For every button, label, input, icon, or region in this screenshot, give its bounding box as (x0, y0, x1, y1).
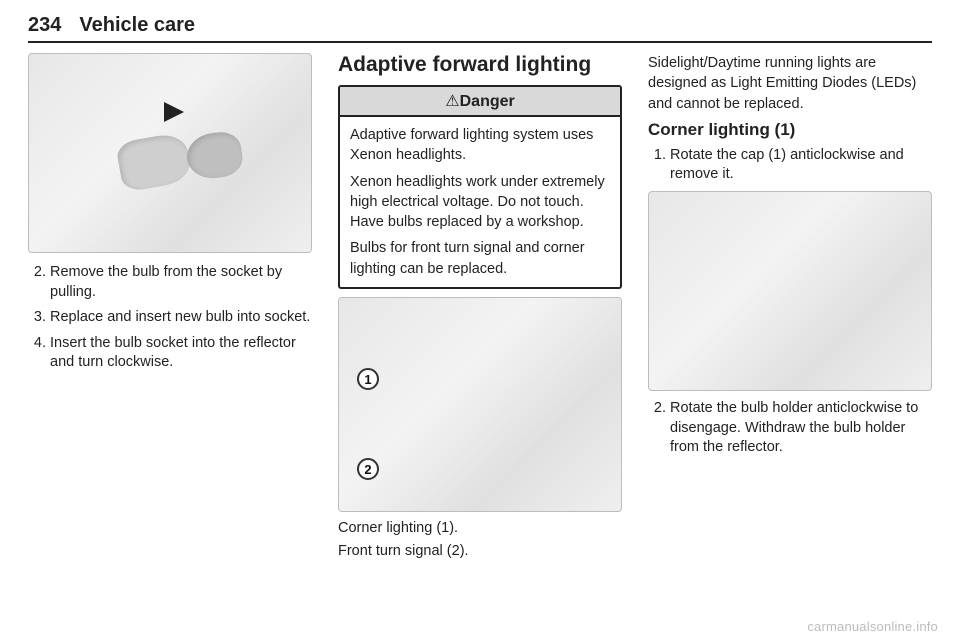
figure-headlight-caps: 1 2 (338, 297, 622, 512)
page: 234 Vehicle care Remove the bulb from th… (0, 0, 960, 642)
column-right: Sidelight/Daytime running lights are des… (648, 53, 932, 564)
warning-para: Bulbs for front turn signal and corner l… (350, 238, 610, 279)
caption-line: Front turn signal (2). (338, 541, 622, 562)
step-item: Remove the bulb from the socket by pulli… (50, 263, 312, 302)
warning-para: Xenon headlights work under extremely hi… (350, 172, 610, 233)
callout-2: 2 (357, 458, 379, 480)
warning-body: Adaptive forward lighting system uses Xe… (340, 117, 620, 287)
figure-caption: Corner lighting (1). Front turn signal (… (338, 518, 622, 562)
column-left: Remove the bulb from the socket by pulli… (28, 53, 312, 564)
arrow-icon (164, 102, 184, 122)
steps-list-corner-a: Rotate the cap (1) anticlockwise and rem… (648, 146, 932, 185)
callout-1: 1 (357, 368, 379, 390)
column-middle: Adaptive forward lighting Danger Adaptiv… (338, 53, 622, 564)
heading-adaptive-forward-lighting: Adaptive forward lighting (338, 53, 622, 77)
step-item: Insert the bulb socket into the reflecto… (50, 334, 312, 373)
steps-list-corner-b: Rotate the bulb holder anticlockwise to … (648, 399, 932, 458)
intro-text-leds: Sidelight/Daytime running lights are des… (648, 53, 932, 114)
caption-line: Corner lighting (1). (338, 518, 622, 539)
warning-title: Danger (340, 87, 620, 117)
warning-box: Danger Adaptive forward lighting system … (338, 85, 622, 289)
subheading-corner-lighting: Corner lighting (1) (648, 120, 932, 140)
steps-list-bulb: Remove the bulb from the socket by pulli… (28, 263, 312, 373)
page-number: 234 (28, 14, 61, 37)
watermark: carmanualsonline.info (807, 619, 938, 634)
page-header: 234 Vehicle care (28, 14, 932, 43)
figure-bulb-removal (28, 53, 312, 253)
step-item: Replace and insert new bulb into socket. (50, 308, 312, 328)
step-item: Rotate the bulb holder anticlockwise to … (670, 399, 932, 458)
step-item: Rotate the cap (1) anticlockwise and rem… (670, 146, 932, 185)
warning-para: Adaptive forward lighting system uses Xe… (350, 125, 610, 166)
section-title: Vehicle care (79, 14, 195, 37)
content-columns: Remove the bulb from the socket by pulli… (28, 53, 932, 564)
figure-cap-removal (648, 191, 932, 391)
